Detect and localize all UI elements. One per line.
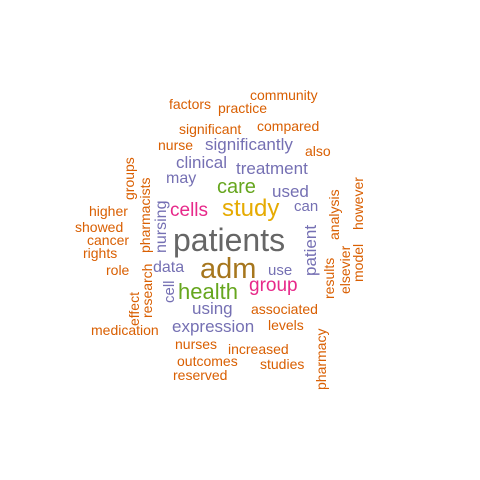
word-nurse: nurse — [158, 137, 194, 153]
word-levels: levels — [268, 317, 304, 333]
word-patient: patient — [301, 224, 320, 276]
word-pharmacy: pharmacy — [313, 328, 329, 390]
word-analysis: analysis — [326, 189, 342, 240]
word-outcomes: outcomes — [177, 353, 238, 369]
word-can: can — [294, 198, 319, 215]
word-significantly: significantly — [205, 135, 293, 154]
word-pharmacists: pharmacists — [137, 177, 153, 253]
word-adm: adm — [200, 253, 257, 285]
word-medication: medication — [91, 322, 159, 338]
word-practice: practice — [218, 100, 268, 116]
word-results: results — [321, 257, 337, 299]
word-studies: studies — [260, 356, 305, 372]
word-cell: cell — [161, 280, 178, 303]
word-groups: groups — [121, 157, 137, 200]
word-expression: expression — [172, 317, 255, 336]
word-cancer: cancer — [87, 232, 130, 248]
word-significant: significant — [179, 121, 242, 137]
word-community: community — [250, 87, 318, 103]
word-effect: effect — [126, 292, 142, 326]
word-data: data — [153, 259, 185, 276]
word-nurses: nurses — [175, 336, 218, 352]
word-nursing: nursing — [153, 200, 170, 253]
word-increased: increased — [228, 341, 289, 357]
word-study: study — [222, 195, 280, 222]
word-rights: rights — [83, 245, 118, 261]
word-used: used — [272, 182, 309, 201]
word-cells: cells — [170, 200, 209, 221]
word-using: using — [192, 299, 233, 318]
word-may: may — [166, 170, 197, 187]
word-compared: compared — [257, 118, 320, 134]
word-group: group — [249, 275, 298, 296]
word-showed: showed — [75, 219, 124, 235]
word-role: role — [106, 262, 130, 278]
word-care: care — [217, 176, 256, 198]
word-reserved: reserved — [173, 367, 228, 383]
word-clinical: clinical — [176, 153, 228, 172]
word-patients: patients — [173, 222, 286, 258]
word-higher: higher — [89, 203, 128, 219]
word-treatment: treatment — [236, 159, 308, 178]
word-health: health — [178, 279, 238, 304]
word-elsevier: elsevier — [337, 245, 353, 294]
word-model: model — [350, 243, 366, 282]
word-factors: factors — [169, 96, 212, 112]
word-associated: associated — [251, 301, 318, 317]
word-also: also — [305, 143, 331, 159]
word-use: use — [268, 262, 293, 279]
word-research: research — [139, 263, 155, 318]
word-however: however — [350, 177, 366, 230]
